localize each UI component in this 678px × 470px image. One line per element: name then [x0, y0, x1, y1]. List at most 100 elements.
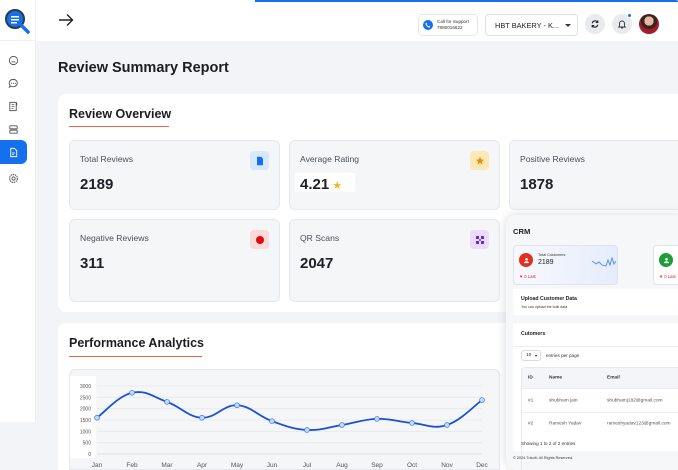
phone-icon — [423, 20, 433, 30]
rating-value: 4.21 — [300, 176, 330, 193]
stat-value: 4.21 ★ — [300, 176, 342, 193]
data-point — [479, 397, 485, 403]
data-point — [409, 420, 415, 426]
column-header-email[interactable]: Email — [607, 375, 620, 381]
review-overview-underline — [69, 126, 169, 128]
stat-label: Total Reviews — [80, 154, 134, 164]
sidebar-item-dashboard[interactable] — [0, 48, 27, 72]
page-size-value: 10 — [526, 353, 532, 358]
cell-email: shubhamj182@gmail.com — [607, 398, 663, 403]
series-line — [96, 391, 483, 431]
stat-value: 2047 — [300, 255, 334, 272]
crm-card-value: 2189 — [538, 259, 554, 266]
customers-table: ID Name Email #1 shubham jain shubhamj18… — [521, 367, 678, 470]
x-tick-label: Aug — [336, 462, 348, 469]
x-tick-label: Apr — [197, 462, 208, 469]
user-avatar[interactable] — [639, 14, 659, 34]
page-size-select[interactable]: 10 ▾ — [521, 350, 541, 361]
cell-name: Ramesh Yadav — [549, 421, 582, 427]
x-tick-label: Dec — [476, 462, 488, 469]
x-tick-label: Feb — [126, 462, 138, 469]
chart-container: 3000 2500 2000 1500 1000 500 0 Jan Feb Mar Apr May J… — [69, 369, 500, 470]
form-icon — [9, 101, 18, 111]
y-tick-label: 0 — [88, 452, 91, 458]
customers-section: Cutomers 10 ▾ entries per page ID Name E… — [513, 323, 678, 470]
stat-label: Average Rating — [300, 154, 360, 164]
sidebar-item-storage[interactable] — [0, 117, 27, 141]
x-tick-label: May — [231, 462, 244, 469]
star-icon: ★ — [332, 180, 343, 192]
data-point — [339, 422, 345, 428]
caret-down-icon — [565, 24, 571, 27]
sidebar-item-settings[interactable] — [0, 166, 27, 190]
logo-search-icon[interactable] — [3, 7, 31, 35]
gear-icon — [9, 173, 18, 183]
stat-label: Negative Reviews — [80, 233, 149, 243]
y-tick-label: 3000 — [80, 384, 91, 390]
bell-icon — [617, 20, 627, 29]
data-point — [374, 416, 380, 422]
column-header-name[interactable]: Name — [549, 375, 563, 381]
data-point — [269, 418, 275, 424]
user-icon — [519, 253, 533, 267]
column-header-id[interactable]: ID — [528, 375, 533, 381]
y-tick-label: 2500 — [80, 395, 91, 401]
upload-subtitle: You can upload the bulk data — [521, 305, 568, 309]
y-axis-label-bg — [70, 376, 96, 458]
footer-copyright: © 2024 Trisoft. All Rights Reserved. — [513, 456, 573, 460]
x-tick-label: Jul — [303, 462, 312, 469]
user-icon — [659, 253, 673, 267]
notification-dot — [627, 13, 632, 18]
support-phone: 7880016622 — [437, 25, 463, 30]
y-tick-label: 2000 — [80, 407, 91, 413]
showing-entries-text: Showing 1 to 2 of 2 entries — [521, 441, 576, 446]
arrow-right-icon[interactable] — [56, 11, 76, 29]
x-tick-label: Jun — [267, 462, 278, 469]
sidebar-item-reviews-form[interactable] — [0, 94, 27, 118]
x-tick-label: Sep — [371, 462, 383, 469]
data-point — [129, 389, 135, 396]
stat-label: QR Scans — [300, 233, 340, 243]
y-tick-label: 500 — [83, 441, 92, 447]
sidebar — [0, 0, 36, 422]
support-label: Call for Support — [437, 19, 469, 24]
star-icon — [470, 151, 489, 170]
table-row[interactable]: #2 Ramesh Yadav rameshyadav123@gmail.com — [522, 412, 678, 435]
entries-label: entries per page — [546, 353, 580, 358]
data-point — [234, 402, 240, 409]
refresh-button[interactable] — [585, 14, 605, 34]
divider — [513, 346, 678, 347]
notifications-button[interactable] — [612, 13, 632, 34]
page-title: Review Summary Report — [58, 60, 229, 76]
x-tick-label: Nov — [441, 462, 453, 469]
stat-value: 1878 — [520, 176, 554, 193]
sparkline — [592, 256, 616, 267]
y-tick-label: 1000 — [80, 429, 91, 435]
sidebar-divider — [0, 40, 36, 41]
crm-card-second: ▼ 0 Last — [653, 245, 678, 285]
stat-card-qr-scans: QR Scans 2047 — [289, 219, 500, 302]
x-tick-label: Oct — [407, 462, 417, 469]
face-icon — [8, 55, 19, 65]
chat-icon — [8, 78, 18, 88]
stat-card-negative-reviews: Negative Reviews 311 — [69, 219, 280, 302]
sidebar-item-reports[interactable] — [0, 140, 27, 164]
stat-card-average-rating: Average Rating 4.21 ★ — [289, 140, 500, 210]
sidebar-item-messages[interactable] — [0, 71, 27, 95]
stat-card-total-reviews: Total Reviews 2189 — [69, 140, 280, 210]
support-button[interactable]: Call for Support 7880016622 — [418, 14, 478, 36]
server-icon — [9, 124, 18, 134]
crm-title: CRM — [513, 227, 531, 236]
cell-id: #2 — [528, 421, 534, 427]
business-select[interactable]: HBT BAKERY - K... — [485, 14, 578, 36]
table-row[interactable]: #1 shubham jain shubhamj182@gmail.com — [522, 388, 678, 412]
upload-customer-data-section[interactable]: Upload Customer Data You can upload the … — [513, 289, 678, 315]
customers-title: Cutomers — [521, 331, 546, 337]
qr-icon — [470, 230, 489, 249]
top-bar — [36, 0, 678, 41]
document-icon — [10, 147, 18, 157]
performance-analytics-underline — [69, 356, 202, 358]
dot-icon — [250, 230, 269, 249]
stat-value: 2189 — [80, 176, 114, 193]
table-header: ID Name Email — [522, 368, 678, 388]
